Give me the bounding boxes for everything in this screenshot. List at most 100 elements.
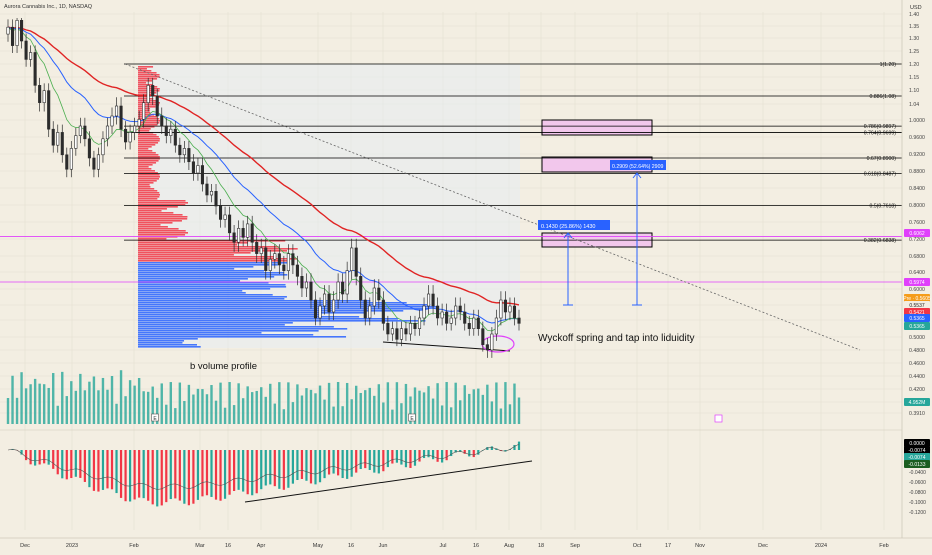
vp-bar-buy: [138, 274, 287, 276]
volume-bar: [418, 391, 420, 424]
volume-bar: [84, 390, 86, 424]
macd-y-tick-label: -0.1200: [909, 510, 926, 516]
macd-bar: [39, 450, 41, 464]
candle-down: [328, 294, 330, 312]
candle-down: [341, 282, 343, 294]
candle-down: [387, 323, 389, 334]
candle-down: [513, 306, 515, 318]
x-tick-label: Sep: [570, 543, 580, 549]
vp-bar-sell: [138, 182, 153, 184]
y-tick-label: 1.20: [909, 62, 919, 68]
vp-bar-buy: [138, 270, 264, 272]
candle-up: [450, 318, 452, 323]
candle-up: [305, 282, 307, 288]
volume-bar: [486, 385, 488, 424]
vp-bar-buy: [138, 278, 248, 280]
macd-y-tick-label: -0.1000: [909, 500, 926, 506]
candle-down: [93, 158, 95, 169]
candle-down: [283, 265, 285, 271]
volume-bar: [192, 395, 194, 424]
volume-bar: [441, 405, 443, 424]
macd-bar: [183, 450, 185, 504]
volume-bar: [70, 381, 72, 424]
macd-bar: [256, 450, 258, 493]
volume-bar: [174, 408, 176, 424]
macd-bar: [124, 450, 126, 501]
volume-bar: [477, 389, 479, 424]
macd-bar: [283, 450, 285, 490]
macd-bar: [93, 450, 95, 491]
y-tick-label: 0.6800: [909, 254, 925, 260]
candle-down: [296, 265, 298, 276]
macd-bar: [405, 450, 407, 467]
vp-bar-buy: [138, 264, 278, 266]
candle-up: [400, 329, 402, 340]
y-tick-label: 1.30: [909, 36, 919, 42]
macd-bar: [102, 450, 104, 490]
macd-bar: [518, 442, 520, 450]
volume-bar: [170, 382, 172, 424]
volume-bar: [38, 384, 40, 424]
macd-bar: [450, 450, 452, 456]
macd-bar: [491, 446, 493, 450]
y-tick-label: 0.9200: [909, 152, 925, 158]
volume-bar: [396, 382, 398, 424]
volume-bar: [405, 384, 407, 424]
vp-bar-buy: [138, 338, 198, 340]
macd-bar: [134, 450, 136, 499]
candle-up: [111, 116, 113, 126]
vp-bar-sell: [138, 156, 160, 158]
vp-bar-sell: [138, 238, 166, 240]
vp-bar-sell: [138, 214, 183, 216]
candle-up: [97, 155, 99, 169]
vp-bar-sell: [138, 72, 157, 74]
macd-bar: [43, 450, 45, 463]
volume-bar: [378, 384, 380, 424]
candle-up: [332, 300, 334, 312]
volume-bar: [482, 395, 484, 424]
x-tick-label: Oct: [633, 543, 642, 549]
fib-label: 0.382(0.6838): [864, 238, 897, 244]
candle-down: [165, 126, 167, 136]
price-tag-label: -0.0133: [909, 462, 926, 468]
chart-title: Aurora Cannabis Inc., 1D, NASDAQ: [4, 4, 93, 10]
vp-bar-sell: [138, 98, 153, 100]
candle-up: [427, 294, 429, 306]
candle-down: [482, 329, 484, 345]
candle-down: [314, 300, 316, 318]
candle-down: [34, 53, 36, 86]
vp-bar-buy: [138, 346, 201, 348]
candle-down: [459, 306, 461, 312]
volume-bar: [473, 389, 475, 424]
macd-bar: [360, 450, 362, 469]
vp-bar-buy: [138, 314, 322, 316]
candle-up: [75, 136, 77, 149]
x-tick-label: 2024: [815, 543, 827, 549]
candle-up: [274, 254, 276, 260]
macd-bar: [70, 450, 72, 478]
macd-bar: [192, 450, 194, 504]
volume-bar: [228, 382, 230, 424]
candle-down: [124, 129, 126, 142]
vp-bar-sell: [138, 118, 159, 120]
macd-bar: [437, 450, 439, 462]
vp-bar-sell: [138, 106, 156, 108]
y-tick-label: 0.4800: [909, 348, 925, 354]
vp-bar-sell: [138, 256, 277, 258]
candle-down: [156, 96, 158, 116]
macd-bar: [197, 450, 199, 500]
volume-bar: [292, 402, 294, 424]
vp-bar-buy: [138, 326, 334, 328]
candle-down: [151, 85, 153, 96]
price-tag-label: 0.5365: [909, 316, 925, 322]
volume-bar: [274, 404, 276, 424]
candle-down: [206, 184, 208, 195]
volume-bar: [260, 387, 262, 424]
volume-bar: [305, 388, 307, 424]
macd-bar: [369, 450, 371, 470]
macd-bar: [387, 450, 389, 467]
vp-bar-buy: [138, 310, 403, 312]
y-tick-label: 0.6400: [909, 270, 925, 276]
macd-bar: [328, 450, 330, 475]
